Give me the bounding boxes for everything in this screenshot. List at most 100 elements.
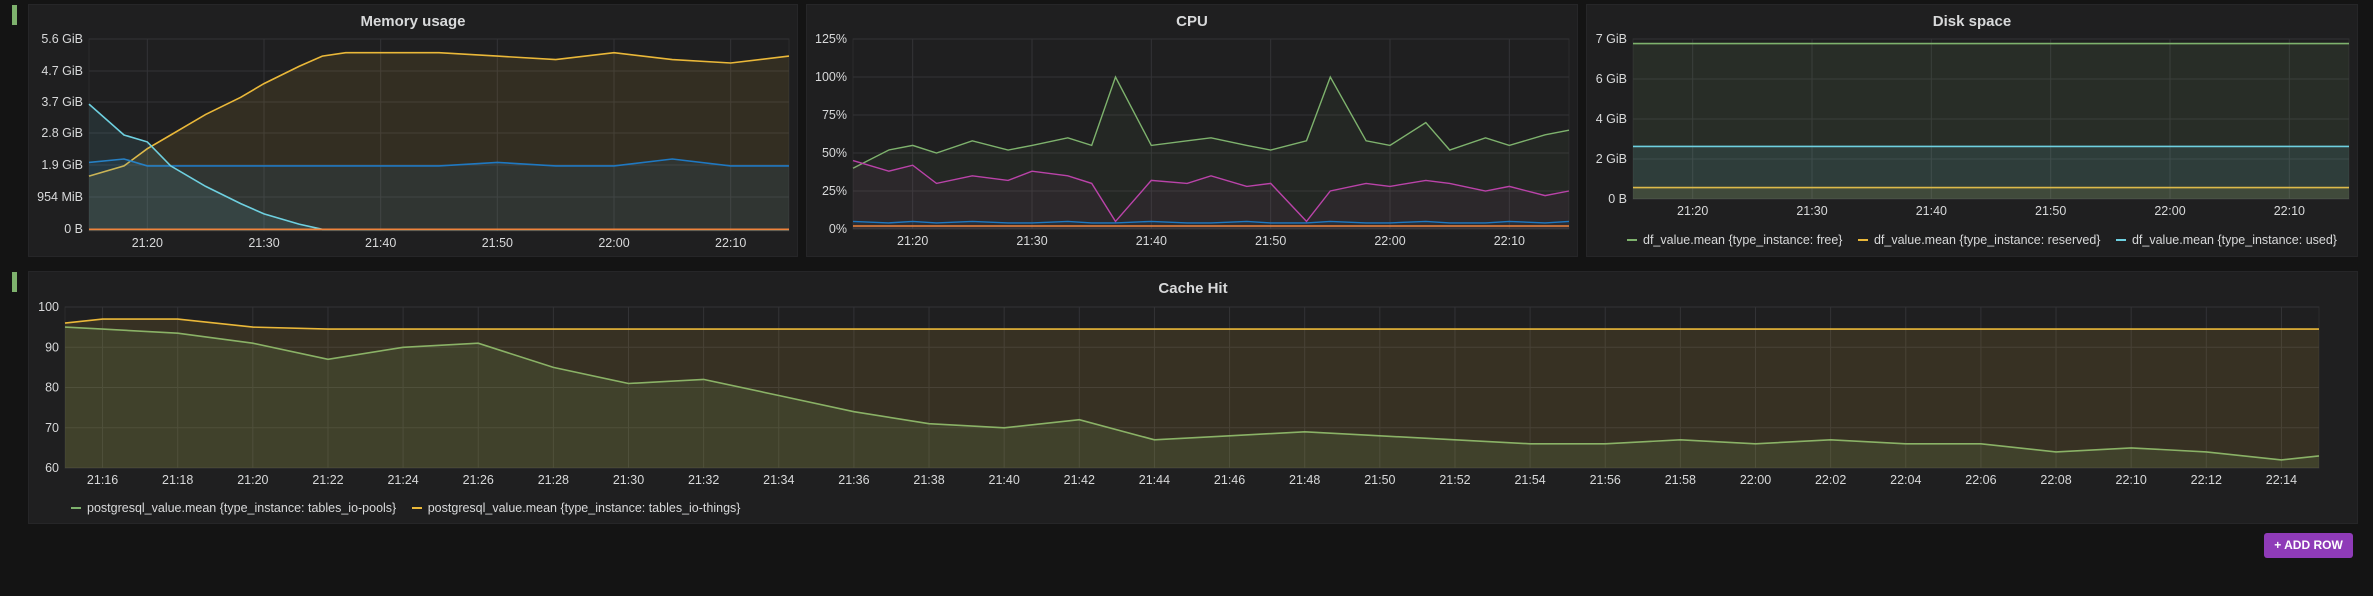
panel-title[interactable]: CPU bbox=[1176, 13, 1208, 30]
y-tick-label: 0% bbox=[829, 222, 847, 236]
legend-item-free[interactable]: df_value.mean {type_instance: free} bbox=[1627, 233, 1842, 247]
axes: 125% 100% 75% 50% 25% 0% 21:20 21:30 21:40 21:50 2… bbox=[815, 32, 1570, 248]
x-tick-label: 22:10 bbox=[2116, 473, 2147, 487]
memory-chart: 5.6 GiB 4.7 GiB 3.7 GiB 2.8 GiB 1.9 GiB 954 M… bbox=[37, 32, 790, 250]
series-line[interactable] bbox=[64, 326, 2320, 461]
x-tick-label: 22:00 bbox=[1740, 473, 1771, 487]
y-tick-label: 7 GiB bbox=[1596, 32, 1627, 46]
legend-swatch bbox=[1857, 238, 1868, 241]
x-tick-label: 22:10 bbox=[2274, 204, 2305, 218]
series-area bbox=[65, 319, 2319, 468]
x-tick-label: 21:20 bbox=[1677, 204, 1708, 218]
x-tick-label: 22:04 bbox=[1890, 473, 1921, 487]
x-tick-label: 21:30 bbox=[613, 473, 644, 487]
panel-disk-space[interactable]: Disk space 7 GiB 6 GiB 4 GiB 2 GiB 0 B 21:20 2… bbox=[1586, 4, 2358, 257]
panel-cache-hit[interactable]: Cache Hit 100 90 80 70 60 21:16 21:18 21:20 21:2… bbox=[28, 271, 2358, 524]
x-tick-label: 21:44 bbox=[1139, 473, 1170, 487]
x-tick-label: 21:32 bbox=[688, 473, 719, 487]
x-tick-label: 21:34 bbox=[763, 473, 794, 487]
x-tick-label: 21:20 bbox=[237, 473, 268, 487]
x-tick-label: 21:30 bbox=[1796, 204, 1827, 218]
panel-title[interactable]: Memory usage bbox=[360, 13, 466, 30]
series-line[interactable] bbox=[64, 318, 2319, 330]
axes: 7 GiB 6 GiB 4 GiB 2 GiB 0 B 21:20 21:30 21:40 21… bbox=[1596, 32, 2350, 218]
y-tick-label: 5.6 GiB bbox=[41, 32, 83, 46]
x-tick-label: 21:36 bbox=[838, 473, 869, 487]
y-tick-label: 0 B bbox=[64, 222, 83, 236]
add-row-button[interactable]: + ADD ROW bbox=[2264, 533, 2353, 558]
x-tick-label: 21:42 bbox=[1064, 473, 1095, 487]
x-tick-label: 22:00 bbox=[598, 236, 629, 250]
y-tick-label: 4.7 GiB bbox=[41, 64, 83, 78]
x-tick-label: 22:10 bbox=[1494, 234, 1525, 248]
y-tick-label: 50% bbox=[822, 146, 847, 160]
x-tick-label: 21:40 bbox=[365, 236, 396, 250]
x-tick-label: 22:14 bbox=[2266, 473, 2297, 487]
legend-label: df_value.mean {type_instance: reserved} bbox=[1873, 233, 2101, 247]
y-tick-label: 60 bbox=[45, 461, 59, 475]
x-tick-label: 22:02 bbox=[1815, 473, 1846, 487]
y-tick-label: 100% bbox=[815, 70, 847, 84]
legend: postgresql_value.mean {type_instance: ta… bbox=[71, 501, 752, 515]
disk-chart: 7 GiB 6 GiB 4 GiB 2 GiB 0 B 21:20 21:30 21:40 21… bbox=[1596, 32, 2350, 218]
panel-cpu[interactable]: CPU 125% 100% 75% 50% 25% 0% 21:20 21:30 21:40 21… bbox=[806, 4, 1578, 257]
legend-swatch bbox=[71, 506, 81, 509]
legend-swatch bbox=[2115, 238, 2126, 241]
legend-label: df_value.mean {type_instance: used} bbox=[2131, 233, 2337, 247]
x-tick-label: 21:50 bbox=[1364, 473, 1395, 487]
series-area bbox=[1633, 43, 2349, 199]
legend-swatch bbox=[1627, 238, 1637, 241]
x-tick-label: 21:50 bbox=[482, 236, 513, 250]
legend-swatch bbox=[411, 506, 422, 509]
legend-item-things[interactable]: postgresql_value.mean {type_instance: ta… bbox=[411, 501, 740, 515]
x-tick-label: 21:48 bbox=[1289, 473, 1320, 487]
x-tick-label: 21:46 bbox=[1214, 473, 1245, 487]
y-tick-label: 2 GiB bbox=[1596, 152, 1627, 166]
x-tick-label: 21:50 bbox=[2035, 204, 2066, 218]
legend-item-pools[interactable]: postgresql_value.mean {type_instance: ta… bbox=[71, 501, 396, 515]
series-line[interactable] bbox=[852, 75, 1570, 169]
series-line[interactable] bbox=[88, 51, 790, 177]
legend-item-used[interactable]: df_value.mean {type_instance: used} bbox=[2115, 233, 2337, 247]
row-handle-top[interactable] bbox=[12, 5, 17, 25]
cpu-chart: 125% 100% 75% 50% 25% 0% 21:20 21:30 21:40 21:50 2… bbox=[815, 32, 1570, 248]
x-tick-label: 22:06 bbox=[1965, 473, 1996, 487]
y-tick-label: 125% bbox=[815, 32, 847, 46]
panel-title[interactable]: Cache Hit bbox=[1158, 280, 1228, 297]
axes: 100 90 80 70 60 21:16 21:18 21:20 21:22 21:24 21:2… bbox=[38, 300, 2320, 487]
series-area bbox=[853, 226, 1569, 229]
panel-memory-usage[interactable]: Memory usage 5.6 GiB 4.7 GiB 3.7 GiB 2.8 Gi… bbox=[28, 4, 798, 257]
x-tick-label: 21:56 bbox=[1590, 473, 1621, 487]
series-area bbox=[65, 327, 2319, 468]
y-tick-label: 0 B bbox=[1608, 192, 1627, 206]
x-tick-label: 21:54 bbox=[1514, 473, 1545, 487]
y-tick-label: 75% bbox=[822, 108, 847, 122]
x-tick-label: 21:20 bbox=[897, 234, 928, 248]
x-tick-label: 21:24 bbox=[387, 473, 418, 487]
x-tick-label: 21:40 bbox=[1916, 204, 1947, 218]
x-tick-label: 21:58 bbox=[1665, 473, 1696, 487]
y-tick-label: 70 bbox=[45, 421, 59, 435]
series-line[interactable] bbox=[852, 220, 1570, 224]
x-tick-label: 22:10 bbox=[715, 236, 746, 250]
x-tick-label: 22:08 bbox=[2040, 473, 2071, 487]
x-tick-label: 22:00 bbox=[2154, 204, 2185, 218]
x-tick-label: 21:18 bbox=[162, 473, 193, 487]
legend-label: df_value.mean {type_instance: free} bbox=[1643, 233, 1843, 247]
y-tick-label: 4 GiB bbox=[1596, 112, 1627, 126]
x-tick-label: 21:50 bbox=[1255, 234, 1286, 248]
x-tick-label: 21:20 bbox=[132, 236, 163, 250]
cache-chart: 100 90 80 70 60 21:16 21:18 21:20 21:22 21:24 21:2… bbox=[38, 300, 2320, 487]
y-tick-label: 6 GiB bbox=[1596, 72, 1627, 86]
legend-label: postgresql_value.mean {type_instance: ta… bbox=[87, 501, 397, 515]
series-line[interactable] bbox=[88, 158, 789, 167]
series-area bbox=[853, 77, 1569, 229]
x-tick-label: 21:38 bbox=[913, 473, 944, 487]
panel-title[interactable]: Disk space bbox=[1932, 13, 2012, 30]
row-handle-bottom[interactable] bbox=[12, 272, 17, 292]
legend-item-reserved[interactable]: df_value.mean {type_instance: reserved} bbox=[1857, 233, 2101, 247]
x-tick-label: 21:40 bbox=[989, 473, 1020, 487]
series-area bbox=[89, 159, 789, 231]
y-tick-label: 100 bbox=[38, 300, 59, 314]
series-line[interactable] bbox=[852, 159, 1570, 223]
